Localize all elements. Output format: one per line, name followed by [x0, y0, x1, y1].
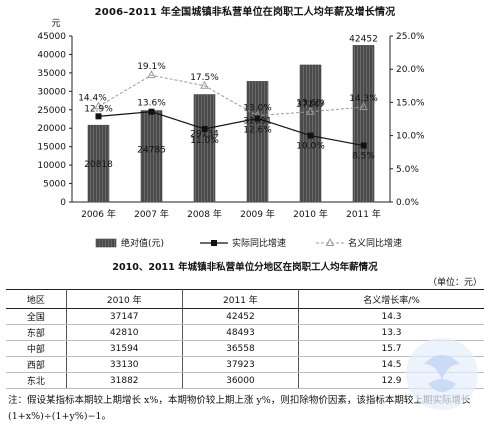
y-tick-label: 30000 — [37, 87, 66, 97]
real-growth-label: 11.0% — [190, 136, 219, 146]
table-cell: 37147 — [65, 308, 183, 325]
real-growth-point — [95, 113, 102, 120]
y-tick-label: 25000 — [37, 106, 66, 116]
y-tick-label: 20000 — [37, 124, 66, 134]
legend-bar-swatch — [95, 238, 117, 248]
y2-tick-label: 5.0% — [396, 165, 419, 175]
nominal-growth-point — [94, 101, 103, 110]
watermark-logo — [406, 338, 478, 410]
table-cell: 东北 — [6, 372, 67, 389]
combo-chart: 元 0 5000 10000 15000 20000 25000 30000 35000 4000… — [37, 19, 425, 249]
real-growth-label: 10.0% — [296, 142, 325, 152]
y-tick-label: 35000 — [37, 69, 66, 79]
nominal-growth-label: 17.5% — [190, 73, 219, 83]
y-tick-label: 10000 — [37, 161, 66, 171]
real-growth-label: 12.6% — [243, 125, 272, 135]
bar-value-label: 20818 — [84, 160, 113, 170]
y2-tick-label: 25.0% — [396, 32, 425, 42]
y-tick-label: 45000 — [37, 32, 66, 42]
y2-tick-label: 15.0% — [396, 98, 425, 108]
y-tick-label: 5000 — [43, 180, 66, 190]
column-header: 名义增长率/% — [298, 289, 484, 309]
nominal-growth-point — [200, 80, 209, 89]
real-growth-point — [307, 132, 314, 139]
table-cell: 中部 — [6, 340, 67, 357]
nominal-growth-label: 13.0% — [243, 104, 272, 114]
legend-nominal-marker — [325, 237, 335, 246]
y2-tick-label: 20.0% — [396, 65, 425, 75]
x-tick-label: 2006 年 — [81, 208, 116, 220]
x-tick-label: 2011 年 — [346, 208, 381, 220]
x-tick-label: 2008 年 — [187, 208, 222, 220]
nominal-growth-label: 14.4% — [78, 93, 107, 103]
table-cell: 37923 — [181, 356, 300, 373]
real-growth-point — [148, 108, 155, 115]
y-tick-label: 0 — [60, 198, 66, 208]
table-row: 全国 37147 42452 14.3 — [6, 308, 484, 325]
bar — [246, 81, 269, 203]
bar-value-label: 29134 — [190, 130, 219, 140]
table-cell: 14.3 — [298, 308, 484, 325]
bar-value-label: 32691 — [243, 116, 272, 126]
table-cell: 42810 — [65, 324, 183, 341]
bar-value-label: 37147 — [296, 100, 325, 110]
footnote: 注：假设某指标本期较上期增长 x%，本期物价较上期上涨 y%，则扣除物价因素，该… — [8, 395, 471, 422]
legend-bar-label: 绝对值(元) — [121, 237, 164, 249]
legend-real-label: 实际同比增速 — [232, 237, 286, 249]
legend-nominal-label: 名义同比增速 — [348, 237, 402, 249]
table-cell: 全国 — [6, 308, 67, 325]
column-header: 2010 年 — [65, 289, 183, 309]
column-header: 地区 — [6, 289, 67, 309]
unit-note: （单位：元） — [427, 278, 482, 288]
x-tick-label: 2009 年 — [240, 208, 275, 220]
y2-tick-label: 10.0% — [396, 132, 425, 142]
real-growth-label: 13.6% — [137, 99, 166, 109]
real-growth-point — [201, 125, 208, 132]
column-header: 2011 年 — [181, 289, 300, 309]
bar — [352, 45, 375, 203]
bar-value-label: 42452 — [349, 34, 378, 44]
table-cell: 42452 — [181, 308, 300, 325]
table-header-row: 地区 2010 年 2011 年 名义增长率/% — [6, 289, 484, 309]
nominal-growth-label: 13.6% — [296, 99, 325, 109]
real-growth-point — [360, 142, 367, 149]
bar-value-label: 24785 — [137, 146, 166, 156]
nominal-growth-line — [98, 74, 364, 117]
bar — [87, 124, 110, 203]
x-tick-label: 2007 年 — [134, 208, 169, 220]
nominal-growth-point — [306, 106, 315, 115]
nominal-growth-point — [359, 101, 368, 111]
table-cell: 31594 — [65, 340, 183, 357]
table-cell: 36558 — [181, 340, 300, 357]
table-cell: 36000 — [181, 372, 300, 389]
bar — [193, 94, 216, 203]
bar — [140, 110, 163, 203]
table-row: 东部 42810 48493 13.3 — [6, 324, 484, 341]
nominal-growth-point — [147, 70, 156, 79]
table-cell: 48493 — [181, 324, 300, 341]
nominal-growth-label: 19.1% — [137, 62, 166, 72]
y2-tick-label: 0.0% — [396, 198, 419, 208]
nominal-growth-label: 14.3% — [349, 94, 378, 104]
table-title: 2010、2011 年城镇非私营单位分地区在岗职工人均年薪情况 — [112, 262, 378, 273]
table-cell: 13.3 — [298, 324, 484, 341]
y-tick-label: 15000 — [37, 143, 66, 153]
y-axis-unit-label: 元 — [51, 19, 60, 29]
chart-title: 2006–2011 年全国城镇非私营单位在岗职工人均年薪及增长情况 — [94, 7, 396, 18]
real-growth-label: 12.9% — [84, 104, 113, 114]
table-cell: 西部 — [6, 356, 67, 373]
table-cell: 33130 — [65, 356, 183, 373]
table-cell: 东部 — [6, 324, 67, 341]
real-growth-point — [254, 115, 261, 122]
x-tick-label: 2010 年 — [293, 208, 328, 220]
real-growth-label: 8.5% — [352, 152, 375, 162]
legend-real-marker — [211, 240, 217, 246]
real-growth-line — [98, 111, 364, 147]
table-cell: 31882 — [65, 372, 183, 389]
y-tick-label: 40000 — [37, 50, 66, 60]
